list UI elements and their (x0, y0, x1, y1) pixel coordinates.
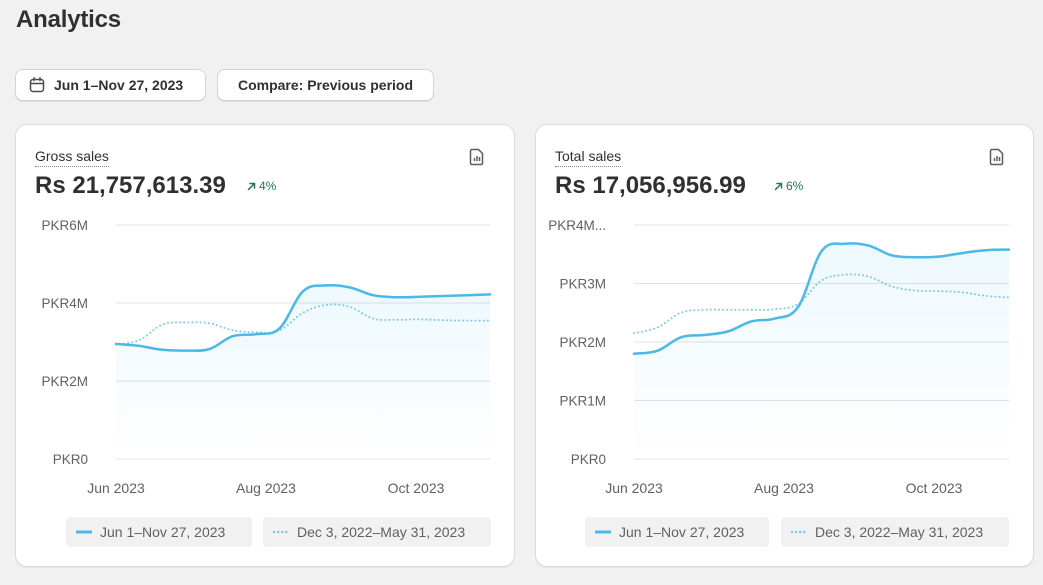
dotted-line-swatch (273, 530, 289, 534)
calendar-icon (28, 76, 46, 94)
y-tick-label: PKR6M (41, 218, 88, 233)
solid-line-swatch (76, 530, 92, 534)
x-tick-label: Jun 2023 (87, 480, 145, 496)
delta-value: 4% (259, 179, 277, 193)
gross-sales-chart: PKR0 PKR2M PKR4M PKR6M Jun 2023 Aug 2023 Oct 2… (41, 218, 492, 496)
legend-label: Dec 3, 2022–May 31, 2023 (815, 524, 984, 540)
date-range-label: Jun 1–Nov 27, 2023 (54, 77, 184, 93)
page-title: Analytics (16, 6, 121, 33)
current-series-line[interactable] (632, 242, 1011, 355)
report-icon[interactable] (987, 147, 1007, 167)
x-tick-label: Oct 2023 (388, 480, 445, 496)
y-tick-label: PKR2M (559, 335, 606, 350)
metric-value: Rs 21,757,613.39 (35, 172, 226, 199)
y-tick-label: PKR0 (571, 452, 606, 467)
x-tick-label: Oct 2023 (906, 480, 963, 496)
date-range-button[interactable]: Jun 1–Nov 27, 2023 (15, 69, 206, 101)
delta-badge: 4% (247, 179, 276, 193)
metric-label[interactable]: Gross sales (35, 147, 109, 167)
y-tick-label: PKR4M... (548, 218, 606, 233)
series-area (634, 243, 1009, 459)
legend-previous[interactable]: Dec 3, 2022–May 31, 2023 (781, 517, 1009, 547)
compare-button[interactable]: Compare: Previous period (217, 69, 434, 101)
total-sales-chart: PKR0 PKR1M PKR2M PKR3M PKR4M... Jun 2023 Aug 2… (548, 218, 1011, 496)
delta-value: 6% (786, 179, 804, 193)
y-tick-label: PKR0 (53, 452, 88, 467)
x-tick-label: Jun 2023 (605, 480, 663, 496)
legend-current[interactable]: Jun 1–Nov 27, 2023 (585, 517, 769, 547)
legend-label: Jun 1–Nov 27, 2023 (619, 524, 745, 540)
report-icon[interactable] (467, 147, 487, 167)
compare-label: Compare: Previous period (237, 77, 414, 93)
comparison-series-line[interactable] (633, 273, 1010, 335)
x-tick-label: Aug 2023 (754, 480, 814, 496)
y-tick-label: PKR4M (41, 296, 88, 311)
y-tick-label: PKR1M (559, 394, 606, 409)
y-tick-label: PKR2M (41, 374, 88, 389)
dotted-line-swatch (791, 530, 807, 534)
metric-value: Rs 17,056,956.99 (555, 172, 746, 199)
metric-label[interactable]: Total sales (555, 147, 622, 167)
current-series-line[interactable] (114, 283, 492, 352)
series-area (116, 285, 490, 459)
arrow-up-right-icon (774, 182, 783, 190)
total-sales-card: Total sales Rs 17,056,956.99 6% PKR0 PKR1… (535, 124, 1034, 567)
gross-sales-card: Gross sales Rs 21,757,613.39 4% PKR0 PKR2… (15, 124, 515, 567)
solid-line-swatch (595, 530, 611, 534)
legend-previous[interactable]: Dec 3, 2022–May 31, 2023 (263, 517, 491, 547)
legend-label: Dec 3, 2022–May 31, 2023 (297, 524, 466, 540)
legend-label: Jun 1–Nov 27, 2023 (100, 524, 226, 540)
arrow-up-right-icon (247, 182, 256, 190)
x-tick-label: Aug 2023 (236, 480, 296, 496)
y-tick-label: PKR3M (559, 277, 606, 292)
delta-badge: 6% (774, 179, 803, 193)
legend-current[interactable]: Jun 1–Nov 27, 2023 (66, 517, 252, 547)
